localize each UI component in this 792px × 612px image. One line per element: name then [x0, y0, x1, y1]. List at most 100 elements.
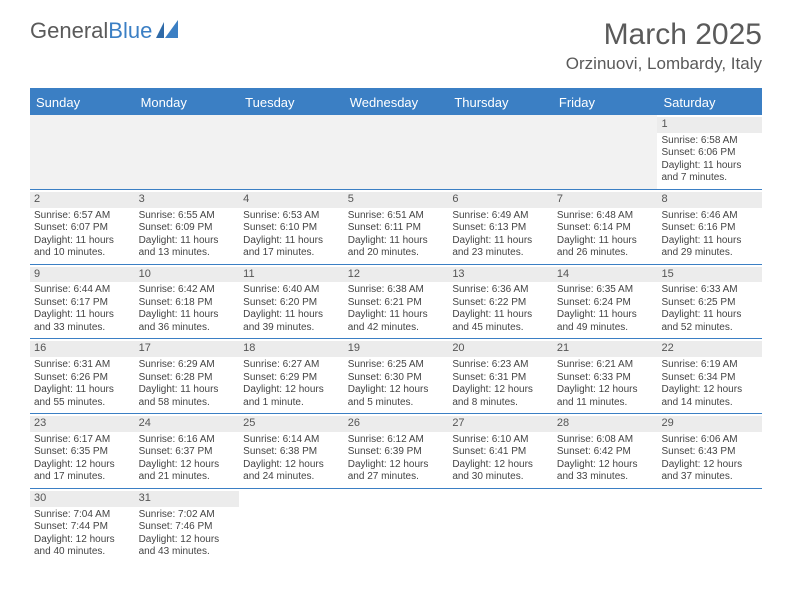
day-number: 3 [135, 192, 240, 208]
day-cell: 14Sunrise: 6:35 AMSunset: 6:24 PMDayligh… [553, 265, 658, 339]
sunrise-text: Sunrise: 6:46 AM [661, 210, 758, 223]
week-row: 1 Sunrise: 6:58 AMSunset: 6:06 PMDaylight… [30, 115, 762, 190]
day-cell: 31Sunrise: 7:02 AMSunset: 7:46 PMDayligh… [135, 489, 240, 563]
location: Orzinuovi, Lombardy, Italy [566, 54, 762, 74]
day-cell: 1 Sunrise: 6:58 AMSunset: 6:06 PMDaylight… [657, 115, 762, 189]
day-number: 13 [448, 267, 553, 283]
day-cell: 28Sunrise: 6:08 AMSunset: 6:42 PMDayligh… [553, 414, 658, 488]
day-header-row: Sunday Monday Tuesday Wednesday Thursday… [30, 90, 762, 115]
daylight-text: Daylight: 11 hours and 7 minutes. [661, 160, 758, 185]
day-cell: 21Sunrise: 6:21 AMSunset: 6:33 PMDayligh… [553, 339, 658, 413]
week-row: 23 Sunrise: 6:17 AMSunset: 6:35 PM Dayligh… [30, 414, 762, 489]
sunrise-text: Sunrise: 6:16 AM [139, 434, 236, 447]
day-number: 6 [448, 192, 553, 208]
sunrise-text: Sunrise: 6:21 AM [557, 359, 654, 372]
day-header-fri: Friday [553, 90, 658, 115]
day-number: 4 [239, 192, 344, 208]
day-cell [30, 115, 135, 189]
sunset-text: Sunset: 6:42 PM [557, 446, 654, 459]
sunrise-text: Sunrise: 6:25 AM [348, 359, 445, 372]
day-number: 8 [657, 192, 762, 208]
day-number: 9 [30, 267, 135, 283]
day-number: 15 [657, 267, 762, 283]
daylight-text: Daylight: 12 hours and 8 minutes. [452, 384, 549, 409]
calendar: Sunday Monday Tuesday Wednesday Thursday… [30, 88, 762, 563]
day-cell: 4 Sunrise: 6:53 AMSunset: 6:10 PMDaylight… [239, 190, 344, 264]
sunset-text: Sunset: 6:10 PM [243, 222, 340, 235]
day-cell: 26Sunrise: 6:12 AMSunset: 6:39 PMDayligh… [344, 414, 449, 488]
sunset-text: Sunset: 6:06 PM [661, 147, 758, 160]
sunset-text: Sunset: 6:38 PM [243, 446, 340, 459]
daylight-text: Daylight: 11 hours and 36 minutes. [139, 309, 236, 334]
sunrise-text: Sunrise: 7:02 AM [139, 509, 236, 522]
day-cell: 10Sunrise: 6:42 AMSunset: 6:18 PMDayligh… [135, 265, 240, 339]
sunset-text: Sunset: 6:35 PM [34, 446, 131, 459]
sunrise-text: Sunrise: 6:48 AM [557, 210, 654, 223]
sunrise-text: Sunrise: 6:55 AM [139, 210, 236, 223]
daylight-text: Daylight: 11 hours and 49 minutes. [557, 309, 654, 334]
sunset-text: Sunset: 6:11 PM [348, 222, 445, 235]
sunset-text: Sunset: 6:25 PM [661, 297, 758, 310]
sunset-text: Sunset: 6:13 PM [452, 222, 549, 235]
sunrise-text: Sunrise: 6:31 AM [34, 359, 131, 372]
sunrise-text: Sunrise: 6:17 AM [34, 434, 131, 447]
day-number: 20 [448, 341, 553, 357]
daylight-text: Daylight: 11 hours and 26 minutes. [557, 235, 654, 260]
logo-text-1: General [30, 18, 108, 44]
sunrise-text: Sunrise: 6:49 AM [452, 210, 549, 223]
daylight-text: Daylight: 11 hours and 20 minutes. [348, 235, 445, 260]
sunset-text: Sunset: 6:17 PM [34, 297, 131, 310]
daylight-text: Daylight: 11 hours and 10 minutes. [34, 235, 131, 260]
day-cell: 20Sunrise: 6:23 AMSunset: 6:31 PMDayligh… [448, 339, 553, 413]
header: GeneralBlue March 2025 Orzinuovi, Lombar… [0, 0, 792, 78]
day-cell [553, 489, 658, 563]
day-number: 7 [553, 192, 658, 208]
logo-text-2: Blue [108, 18, 152, 44]
sunset-text: Sunset: 6:30 PM [348, 372, 445, 385]
daylight-text: Daylight: 12 hours and 1 minute. [243, 384, 340, 409]
day-cell: 11Sunrise: 6:40 AMSunset: 6:20 PMDayligh… [239, 265, 344, 339]
day-number: 18 [239, 341, 344, 357]
day-cell: 29Sunrise: 6:06 AMSunset: 6:43 PMDayligh… [657, 414, 762, 488]
day-number: 10 [135, 267, 240, 283]
sunrise-text: Sunrise: 6:42 AM [139, 284, 236, 297]
day-number: 26 [344, 416, 449, 432]
week-row: 9Sunrise: 6:44 AMSunset: 6:17 PMDaylight… [30, 265, 762, 340]
sunrise-text: Sunrise: 6:14 AM [243, 434, 340, 447]
daylight-text: Daylight: 11 hours and 33 minutes. [34, 309, 131, 334]
daylight-text: Daylight: 12 hours and 30 minutes. [452, 459, 549, 484]
day-cell: 19Sunrise: 6:25 AMSunset: 6:30 PMDayligh… [344, 339, 449, 413]
day-cell [448, 489, 553, 563]
day-cell: 22Sunrise: 6:19 AMSunset: 6:34 PMDayligh… [657, 339, 762, 413]
day-number: 1 [657, 117, 762, 133]
sunrise-text: Sunrise: 6:40 AM [243, 284, 340, 297]
sunset-text: Sunset: 6:29 PM [243, 372, 340, 385]
daylight-text: Daylight: 11 hours and 17 minutes. [243, 235, 340, 260]
sunset-text: Sunset: 6:14 PM [557, 222, 654, 235]
sunrise-text: Sunrise: 6:58 AM [661, 135, 758, 148]
sunset-text: Sunset: 6:39 PM [348, 446, 445, 459]
sunrise-text: Sunrise: 6:29 AM [139, 359, 236, 372]
day-number: 5 [344, 192, 449, 208]
sunrise-text: Sunrise: 6:10 AM [452, 434, 549, 447]
day-number: 17 [135, 341, 240, 357]
daylight-text: Daylight: 11 hours and 52 minutes. [661, 309, 758, 334]
day-cell [344, 115, 449, 189]
daylight-text: Daylight: 12 hours and 43 minutes. [139, 534, 236, 559]
logo: GeneralBlue [30, 18, 182, 44]
sunrise-text: Sunrise: 6:12 AM [348, 434, 445, 447]
day-number: 2 [30, 192, 135, 208]
week-row: 2Sunrise: 6:57 AMSunset: 6:07 PMDaylight… [30, 190, 762, 265]
weeks-container: 1Sunrise: 6:58 AMSunset: 6:06 PMDaylight… [30, 115, 762, 563]
day-number: 11 [239, 267, 344, 283]
sunset-text: Sunset: 6:41 PM [452, 446, 549, 459]
day-cell: 16Sunrise: 6:31 AMSunset: 6:26 PMDayligh… [30, 339, 135, 413]
day-number: 21 [553, 341, 658, 357]
day-cell [239, 115, 344, 189]
day-cell: 6Sunrise: 6:49 AMSunset: 6:13 PMDaylight… [448, 190, 553, 264]
sunrise-text: Sunrise: 6:53 AM [243, 210, 340, 223]
sunrise-text: Sunrise: 6:36 AM [452, 284, 549, 297]
day-number: 27 [448, 416, 553, 432]
day-cell [448, 115, 553, 189]
day-number: 23 [30, 416, 135, 432]
